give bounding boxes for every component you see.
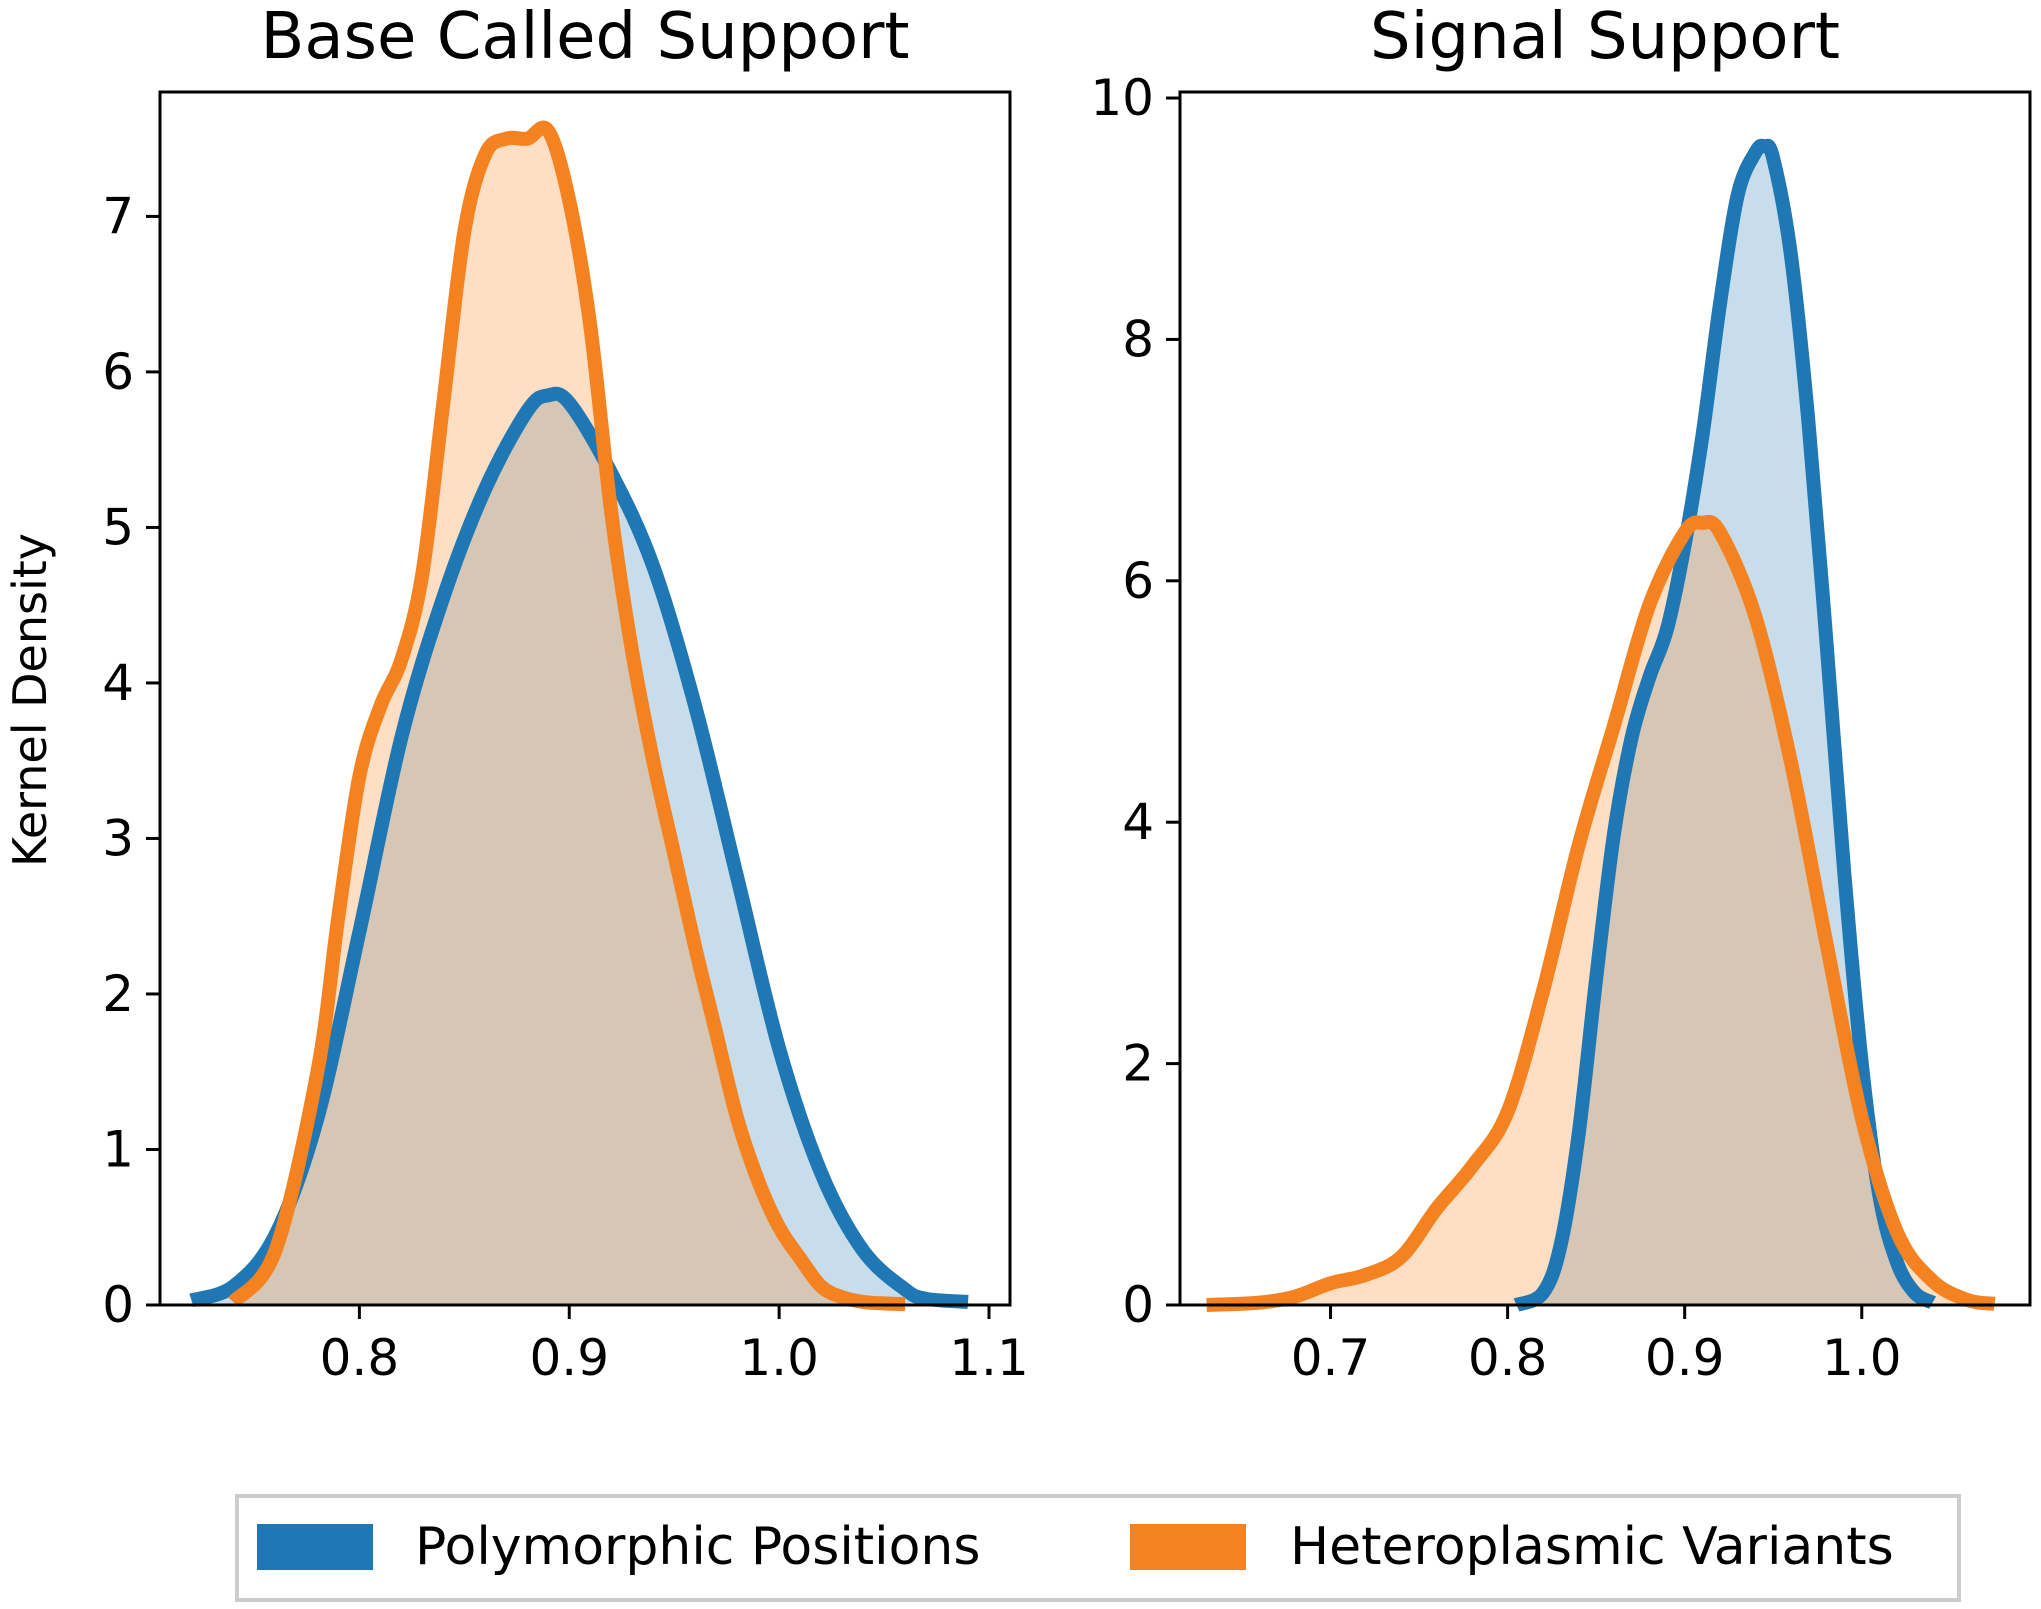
density-line-heteroplasmic: [1206, 514, 1996, 1312]
panel-title-right: Signal Support: [1370, 0, 1840, 74]
y-ticks-right: 0 2 4 6 8 10: [1090, 69, 1180, 1334]
panel-base-called-support: Base Called Support Kernel Density 0.8 0.…: [3, 0, 1029, 1387]
x-tick-label: 1.0: [1822, 1329, 1902, 1387]
y-tick-label: 8: [1122, 310, 1154, 368]
x-tick-label: 0.9: [529, 1329, 609, 1387]
x-tick-label: 0.8: [320, 1329, 400, 1387]
y-tick-label: 3: [102, 809, 134, 867]
legend-swatch-polymorphic: [257, 1524, 373, 1570]
x-tick-label: 1.0: [739, 1329, 819, 1387]
y-tick-label: 1: [102, 1120, 134, 1178]
density-lines-right: [1206, 138, 1996, 1312]
y-tick-label: 2: [102, 965, 134, 1023]
x-tick-label: 0.9: [1645, 1329, 1725, 1387]
legend-label-heteroplasmic: Heteroplasmic Variants: [1290, 1517, 1894, 1577]
density-area-polymorphic: [191, 393, 968, 1305]
density-line-heteroplasmic: [228, 120, 906, 1312]
plot-frame-right: [1178, 90, 2032, 1307]
panel-title-left: Base Called Support: [261, 0, 910, 74]
y-tick-label: 0: [102, 1276, 134, 1334]
x-ticks-left: 0.8 0.9 1.0 1.1: [320, 1305, 1029, 1387]
y-tick-label: 7: [102, 187, 134, 245]
y-tick-label: 10: [1090, 69, 1154, 127]
y-tick-label: 6: [102, 343, 134, 401]
y-tick-label: 6: [1122, 552, 1154, 610]
panel-signal-support: Signal Support 0.7 0.8 0.9 1.0 0 2 4 6 8 10: [1090, 0, 2032, 1387]
y-ticks-left: 0 1 2 3 4 5 6 7: [102, 187, 160, 1334]
x-ticks-right: 0.7 0.8 0.9 1.0: [1291, 1305, 1902, 1387]
density-lines-left: [189, 120, 969, 1312]
y-tick-label: 4: [102, 654, 134, 712]
density-areas-left: [191, 127, 968, 1305]
legend-label-polymorphic: Polymorphic Positions: [415, 1517, 980, 1577]
density-area-polymorphic: [1516, 145, 1933, 1306]
plot-frame-left: [158, 90, 1012, 1307]
density-area-heteroplasmic: [233, 127, 906, 1305]
density-line-polymorphic: [1513, 138, 1936, 1312]
y-tick-label: 2: [1122, 1035, 1154, 1093]
legend-swatch-heteroplasmic: [1130, 1524, 1246, 1570]
density-line-polymorphic: [189, 386, 969, 1309]
y-axis-label: Kernel Density: [3, 533, 57, 867]
y-tick-label: 4: [1122, 793, 1154, 851]
x-tick-label: 1.1: [949, 1329, 1029, 1387]
x-tick-label: 0.8: [1468, 1329, 1548, 1387]
y-tick-label: 5: [102, 498, 134, 556]
legend-frame: [235, 1494, 1961, 1602]
x-tick-label: 0.7: [1291, 1329, 1371, 1387]
legend: Polymorphic Positions Heteroplasmic Vari…: [235, 1494, 1961, 1602]
y-tick-label: 0: [1122, 1276, 1154, 1334]
